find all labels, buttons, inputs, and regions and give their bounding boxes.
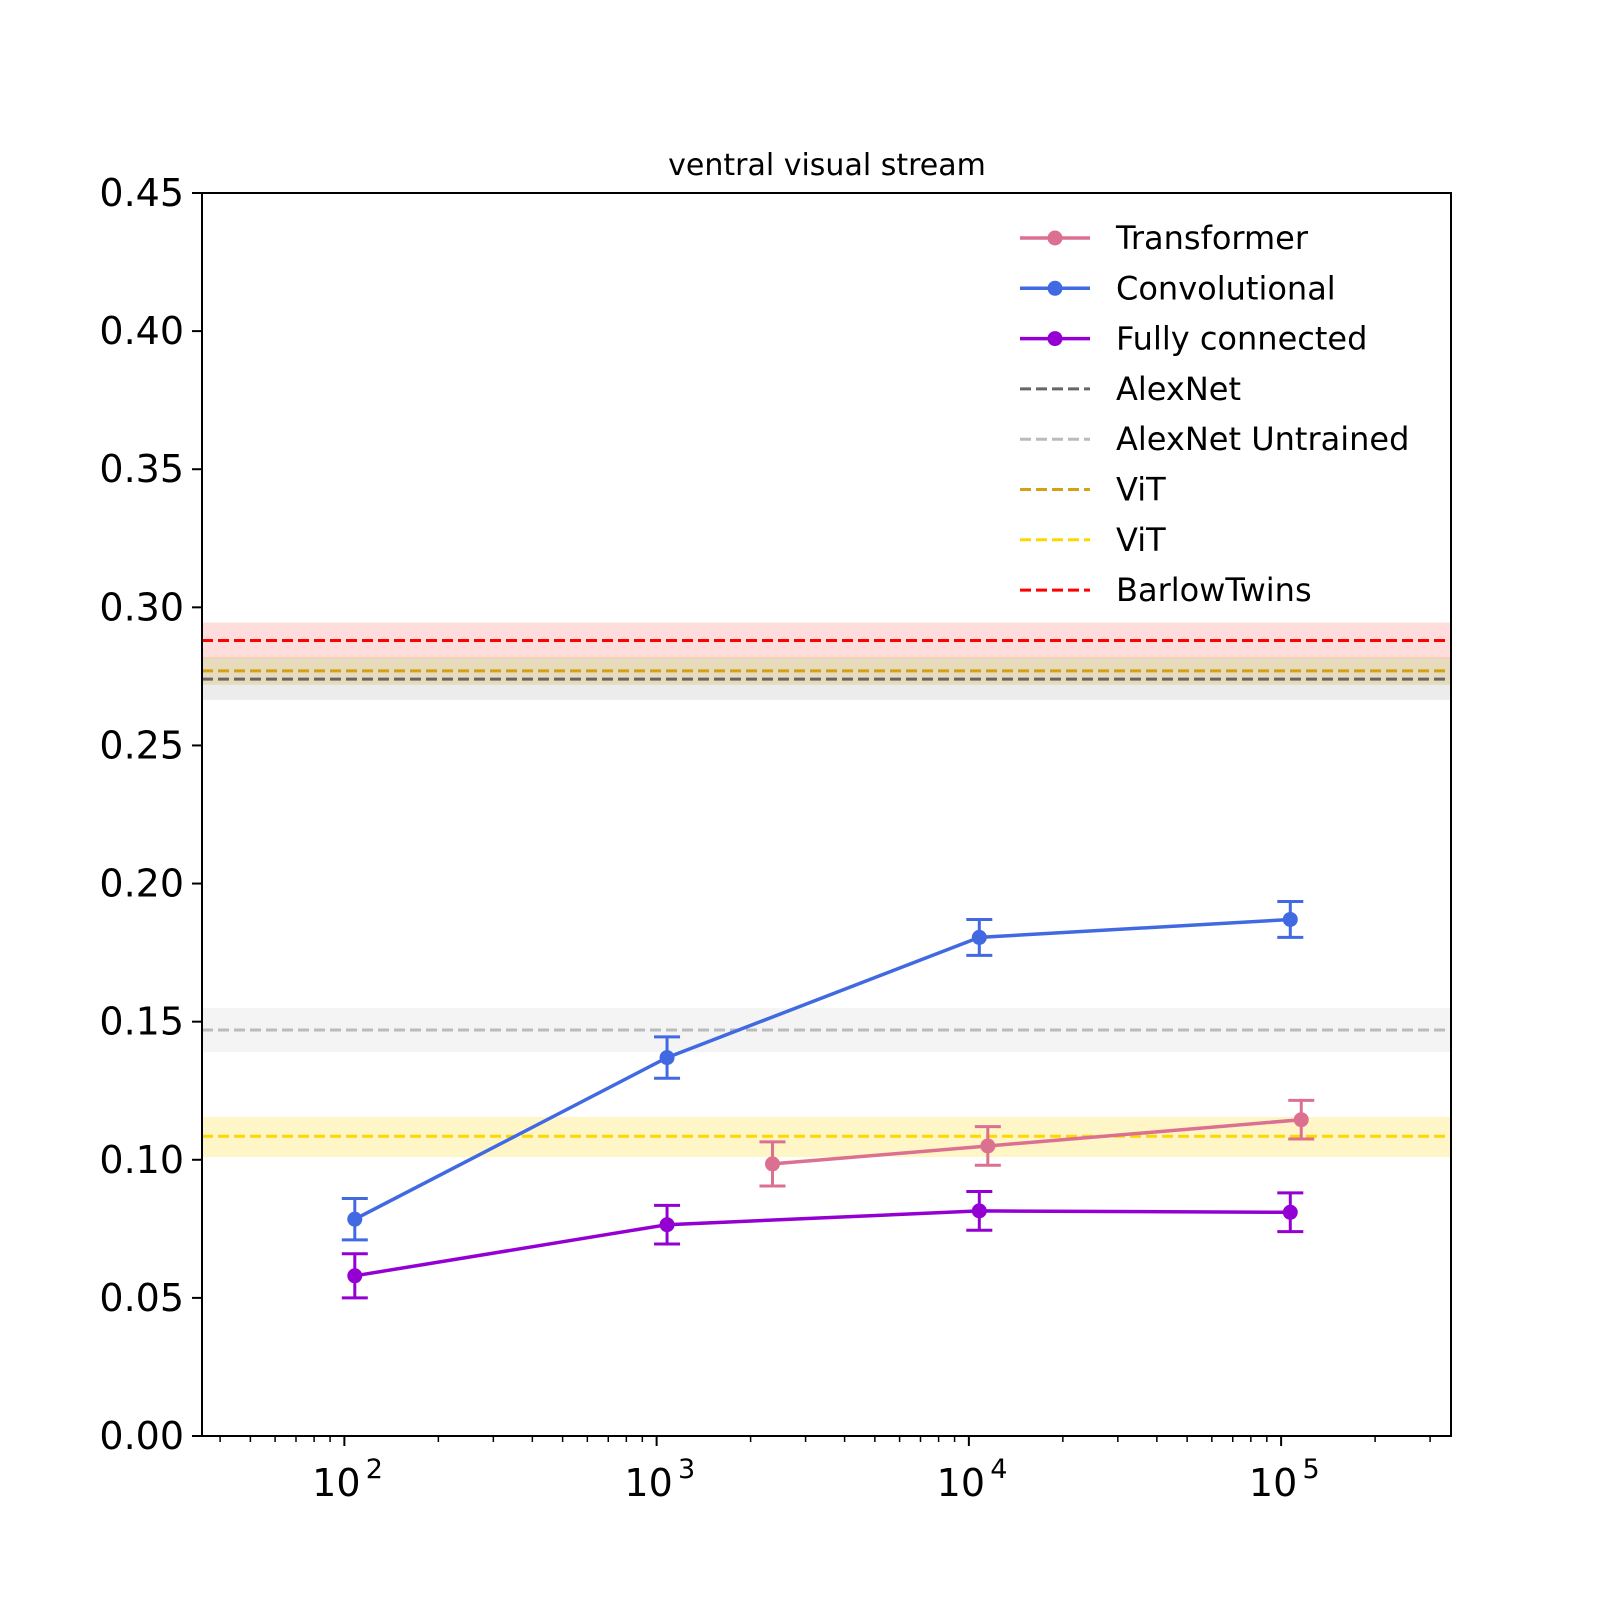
x-tick-exponent-2: 4 — [990, 1454, 1007, 1485]
baseline-lines — [202, 638, 1451, 1138]
y-tick-label-2: 0.10 — [99, 1138, 184, 1182]
legend-label-3: AlexNet — [1116, 370, 1241, 408]
data-point-0-2 — [1293, 1112, 1309, 1128]
y-tick-label-8: 0.40 — [99, 309, 184, 353]
data-point-1-0 — [347, 1211, 363, 1227]
series-line-1 — [353, 917, 1291, 1221]
data-point-0-1 — [980, 1138, 996, 1154]
legend-entry-2: Fully connected — [1020, 320, 1367, 358]
legend-label-7: BarlowTwins — [1116, 571, 1312, 609]
data-point-2-1 — [659, 1217, 675, 1233]
legend-marker-2 — [1047, 331, 1063, 347]
x-tick-exponent-1: 3 — [678, 1454, 695, 1485]
y-tick-label-0: 0.00 — [99, 1414, 184, 1458]
legend: Transformer Convolutional Fully connected A… — [1020, 219, 1409, 609]
y-tick-label-7: 0.35 — [99, 447, 184, 491]
y-tick-label-3: 0.15 — [99, 1000, 184, 1044]
data-point-2-2 — [971, 1203, 987, 1219]
legend-label-0: Transformer — [1115, 219, 1309, 257]
plot-frame — [201, 192, 1452, 1437]
x-tick-label-1: 10 — [624, 1461, 672, 1505]
chart-title: ventral visual stream — [668, 148, 986, 183]
legend-entry-1: Convolutional — [1020, 269, 1336, 307]
legend-entry-0: Transformer — [1020, 219, 1309, 257]
y-tick-label-5: 0.25 — [99, 723, 184, 767]
y-tick-label-9: 0.45 — [99, 171, 184, 215]
data-point-1-2 — [971, 929, 987, 945]
legend-marker-0 — [1047, 230, 1063, 246]
x-tick-exponent-3: 5 — [1303, 1454, 1320, 1485]
legend-label-1: Convolutional — [1116, 269, 1336, 307]
legend-label-5: ViT — [1116, 471, 1166, 509]
y-tick-label-1: 0.05 — [99, 1276, 184, 1320]
legend-label-2: Fully connected — [1116, 320, 1367, 358]
y-tick-label-6: 0.30 — [99, 585, 184, 629]
data-point-2-3 — [1282, 1204, 1298, 1220]
baseline-bands — [202, 622, 1451, 1158]
series-line-2 — [354, 1209, 1291, 1278]
x-tick-label-2: 10 — [937, 1461, 985, 1505]
data-point-0-0 — [764, 1156, 780, 1172]
x-tick-exponent-0: 2 — [366, 1454, 383, 1485]
legend-entry-5: ViT — [1020, 471, 1166, 509]
legend-entry-7: BarlowTwins — [1020, 571, 1312, 609]
x-tick-label-3: 10 — [1249, 1461, 1297, 1505]
legend-entry-4: AlexNet Untrained — [1020, 420, 1409, 458]
x-axis: 10 2 10 3 10 4 10 5 — [219, 1436, 1431, 1505]
legend-entry-3: AlexNet — [1020, 370, 1241, 408]
legend-entry-6: ViT — [1020, 521, 1166, 559]
y-tick-label-4: 0.20 — [99, 862, 184, 906]
data-point-1-3 — [1282, 911, 1298, 927]
legend-label-4: AlexNet Untrained — [1116, 420, 1409, 458]
legend-label-6: ViT — [1116, 521, 1166, 559]
data-series — [341, 900, 1315, 1300]
data-point-2-0 — [347, 1268, 363, 1284]
x-tick-label-0: 10 — [312, 1461, 360, 1505]
y-axis: 0.00 0.05 0.10 0.15 0.20 0.25 0.30 0.35 0.40 0.45 — [99, 171, 202, 1458]
legend-marker-1 — [1047, 280, 1063, 296]
data-point-1-1 — [659, 1050, 675, 1066]
